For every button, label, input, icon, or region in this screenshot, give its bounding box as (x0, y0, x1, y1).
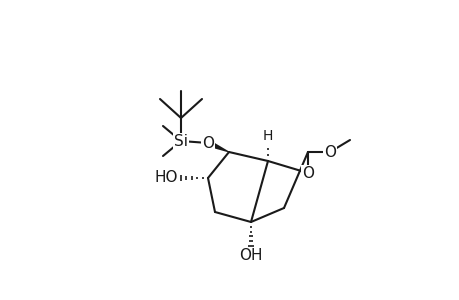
Text: O: O (323, 145, 335, 160)
Text: O: O (302, 166, 313, 181)
Polygon shape (206, 140, 229, 152)
Text: Si: Si (174, 134, 188, 148)
Text: O: O (202, 136, 213, 151)
Text: HO: HO (154, 170, 178, 185)
Text: OH: OH (239, 248, 262, 263)
Text: H: H (262, 129, 273, 143)
